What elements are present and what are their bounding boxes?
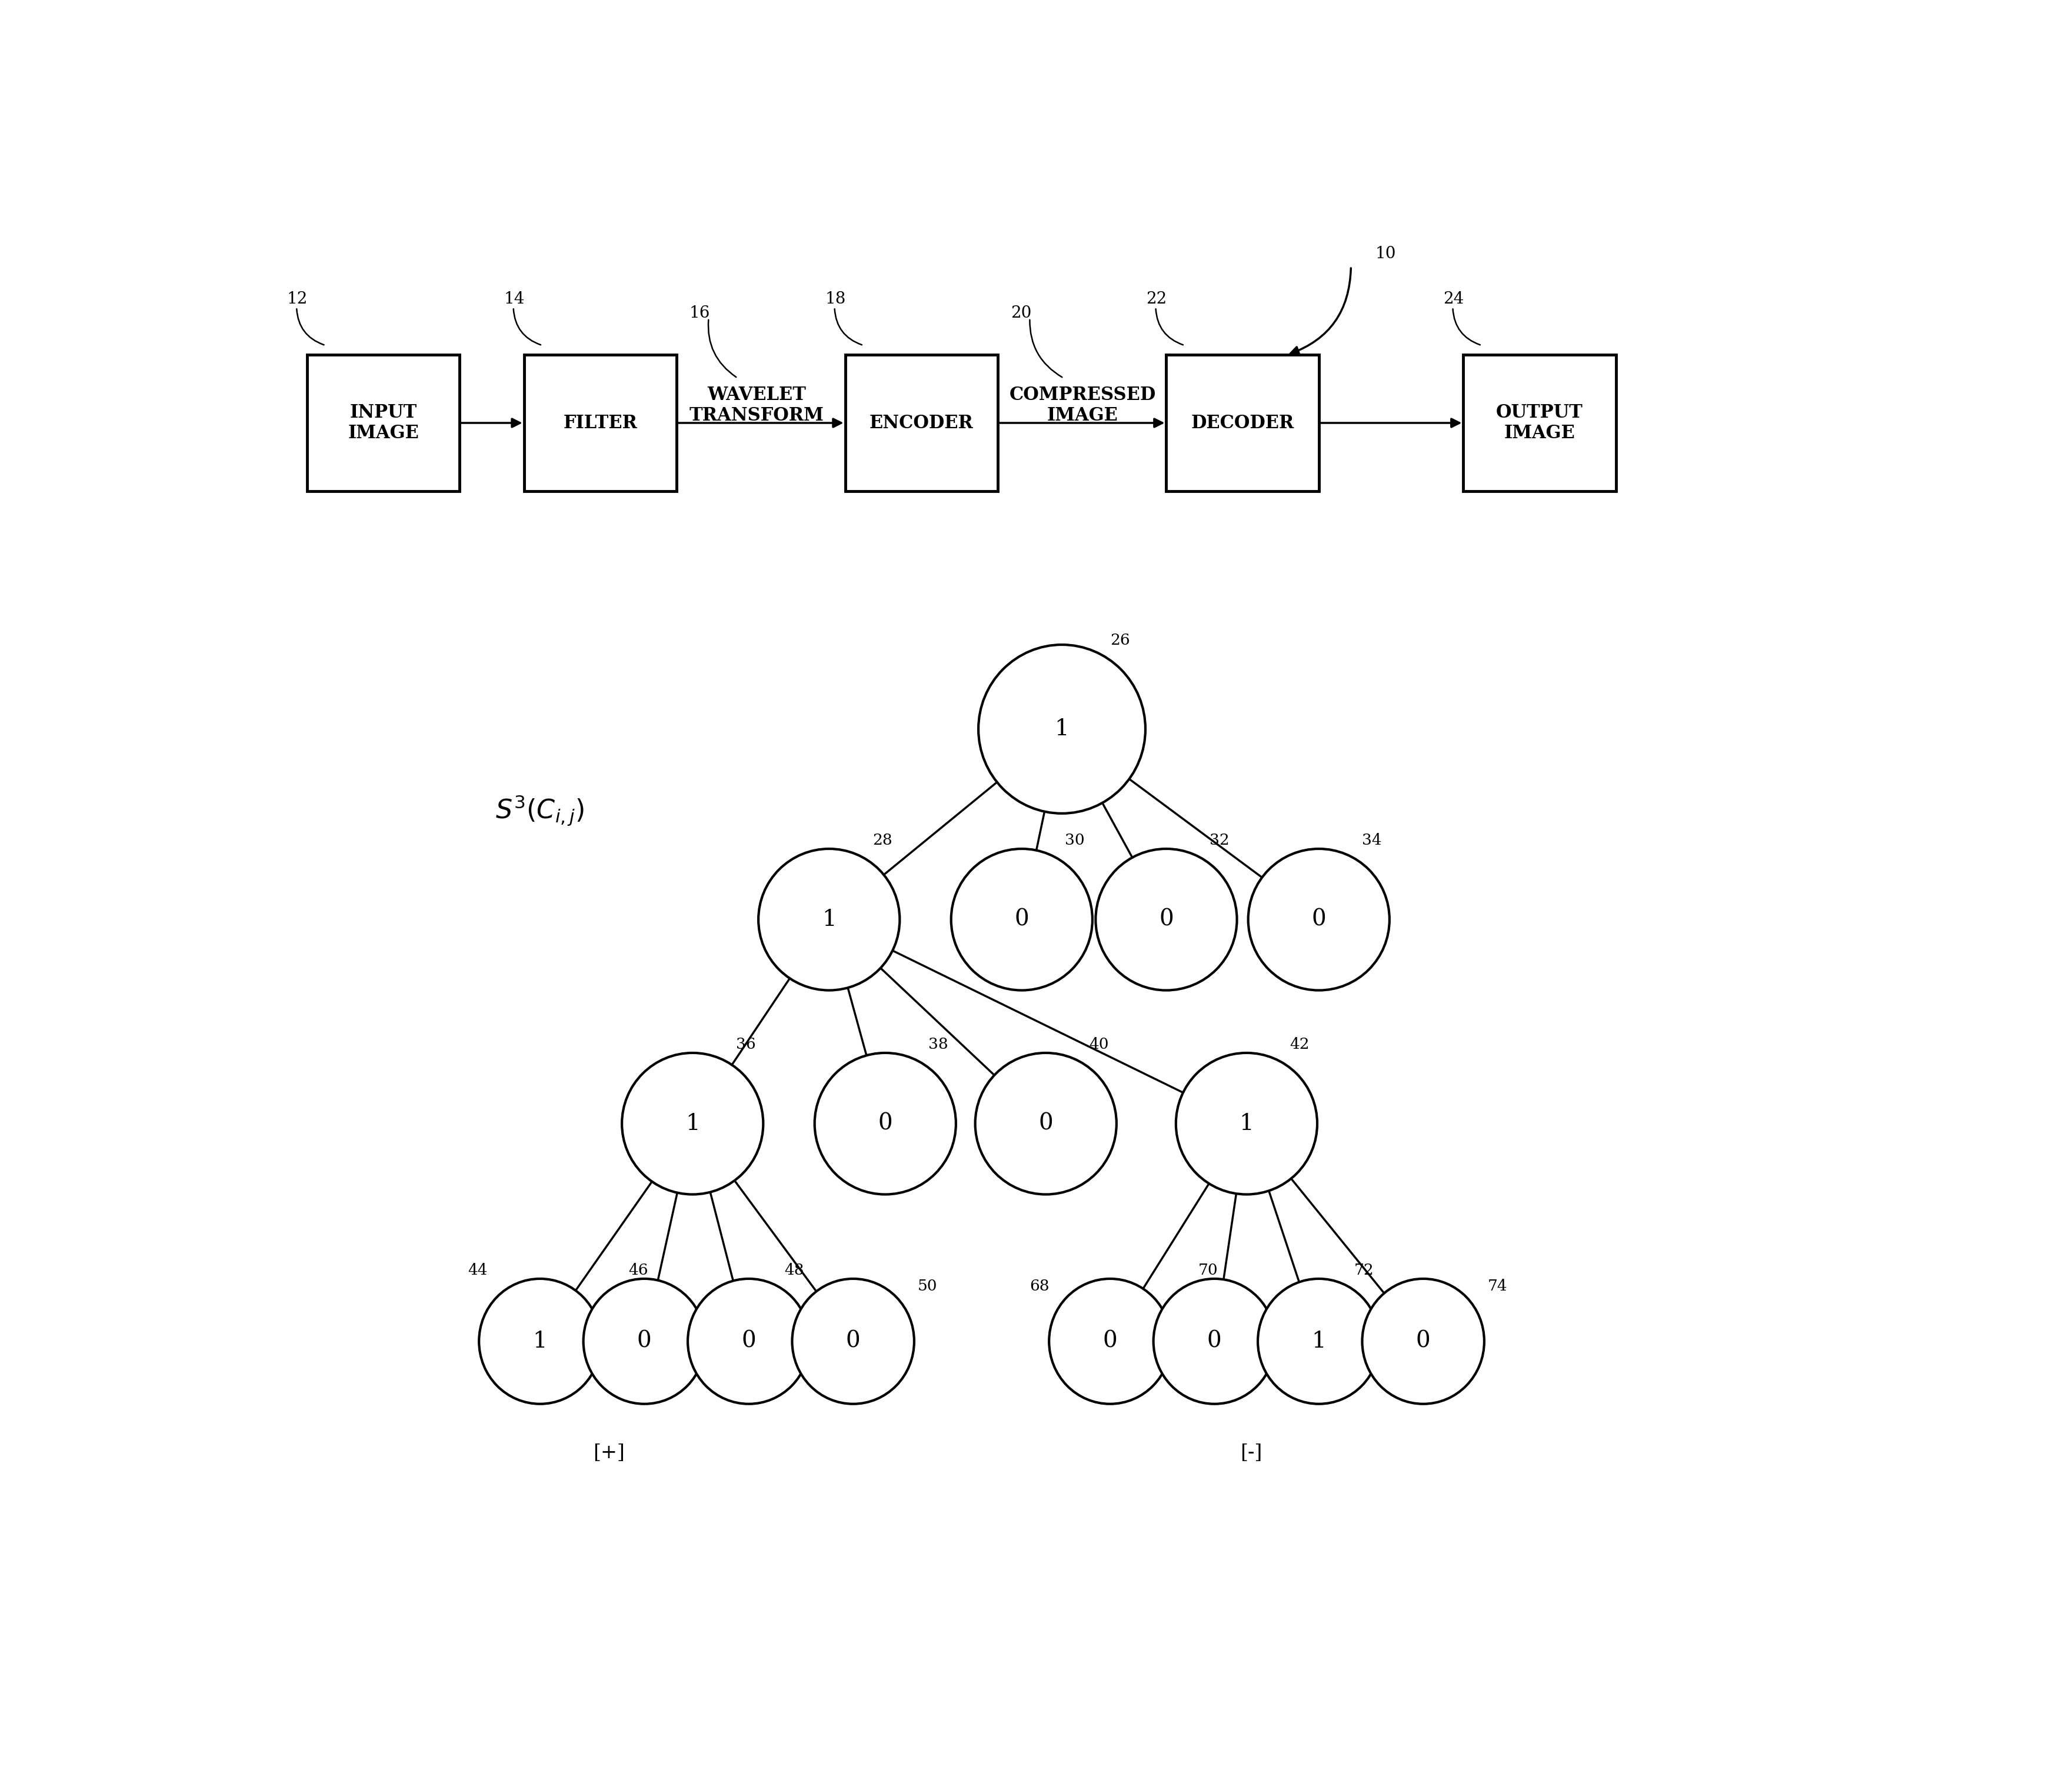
Text: 0: 0: [1312, 908, 1326, 931]
Ellipse shape: [758, 848, 899, 990]
FancyBboxPatch shape: [524, 355, 675, 491]
FancyArrowPatch shape: [1291, 269, 1351, 355]
Text: 0: 0: [845, 1331, 860, 1352]
Text: ENCODER: ENCODER: [870, 413, 974, 433]
Text: 0: 0: [1415, 1331, 1430, 1352]
Ellipse shape: [1247, 848, 1390, 990]
Text: FILTER: FILTER: [564, 413, 638, 433]
Ellipse shape: [1258, 1279, 1380, 1405]
Text: 34: 34: [1361, 832, 1382, 848]
Ellipse shape: [479, 1279, 601, 1405]
Text: [+]: [+]: [593, 1444, 626, 1463]
Text: 70: 70: [1198, 1263, 1218, 1278]
Text: [-]: [-]: [1241, 1444, 1262, 1463]
Text: 38: 38: [928, 1037, 949, 1051]
Text: 10: 10: [1376, 246, 1397, 262]
Text: DECODER: DECODER: [1191, 413, 1295, 433]
Text: 0: 0: [1208, 1331, 1222, 1352]
Ellipse shape: [1361, 1279, 1484, 1405]
Text: 1: 1: [1055, 717, 1069, 740]
Text: 0: 0: [1158, 908, 1173, 931]
Text: WAVELET
TRANSFORM: WAVELET TRANSFORM: [690, 385, 825, 424]
Text: 40: 40: [1090, 1037, 1109, 1051]
Text: 26: 26: [1111, 633, 1129, 647]
Text: 24: 24: [1442, 292, 1463, 307]
Ellipse shape: [1096, 848, 1237, 990]
Text: 44: 44: [468, 1263, 487, 1278]
Text: 1: 1: [1312, 1331, 1326, 1352]
Text: 0: 0: [1015, 908, 1030, 931]
Text: 18: 18: [825, 292, 845, 307]
Text: 1: 1: [1239, 1113, 1254, 1134]
Text: 0: 0: [742, 1331, 756, 1352]
Text: INPUT
IMAGE: INPUT IMAGE: [348, 403, 419, 442]
FancyBboxPatch shape: [845, 355, 999, 491]
Text: 1: 1: [533, 1331, 547, 1352]
Text: 14: 14: [503, 292, 524, 307]
Text: 48: 48: [783, 1263, 804, 1278]
FancyBboxPatch shape: [1463, 355, 1616, 491]
Text: 1: 1: [823, 908, 837, 931]
Ellipse shape: [622, 1053, 762, 1194]
Text: 74: 74: [1488, 1279, 1506, 1293]
Text: 20: 20: [1011, 306, 1032, 322]
Ellipse shape: [792, 1279, 914, 1405]
FancyBboxPatch shape: [1167, 355, 1318, 491]
Ellipse shape: [1048, 1279, 1171, 1405]
Text: OUTPUT
IMAGE: OUTPUT IMAGE: [1496, 403, 1583, 442]
Text: 32: 32: [1210, 832, 1229, 848]
Text: 12: 12: [286, 292, 309, 307]
Text: $S^3(C_{i,j})$: $S^3(C_{i,j})$: [495, 793, 584, 827]
Ellipse shape: [951, 848, 1092, 990]
Text: 1: 1: [686, 1113, 700, 1134]
Ellipse shape: [688, 1279, 810, 1405]
Text: 0: 0: [879, 1113, 893, 1134]
Text: 0: 0: [1038, 1113, 1053, 1134]
Text: 50: 50: [918, 1279, 937, 1293]
Text: 42: 42: [1291, 1037, 1310, 1051]
Text: 22: 22: [1146, 292, 1167, 307]
Text: 36: 36: [736, 1037, 756, 1051]
Text: 68: 68: [1030, 1279, 1051, 1293]
Text: 0: 0: [1102, 1331, 1117, 1352]
Text: 30: 30: [1065, 832, 1086, 848]
Ellipse shape: [978, 645, 1146, 813]
Text: 46: 46: [628, 1263, 649, 1278]
FancyBboxPatch shape: [307, 355, 460, 491]
Text: 0: 0: [636, 1331, 653, 1352]
Text: 16: 16: [690, 306, 711, 322]
Text: COMPRESSED
IMAGE: COMPRESSED IMAGE: [1009, 385, 1156, 424]
Text: 28: 28: [872, 832, 893, 848]
Text: 72: 72: [1355, 1263, 1374, 1278]
Ellipse shape: [1177, 1053, 1318, 1194]
Ellipse shape: [1154, 1279, 1276, 1405]
Ellipse shape: [976, 1053, 1117, 1194]
Ellipse shape: [814, 1053, 955, 1194]
Ellipse shape: [584, 1279, 704, 1405]
